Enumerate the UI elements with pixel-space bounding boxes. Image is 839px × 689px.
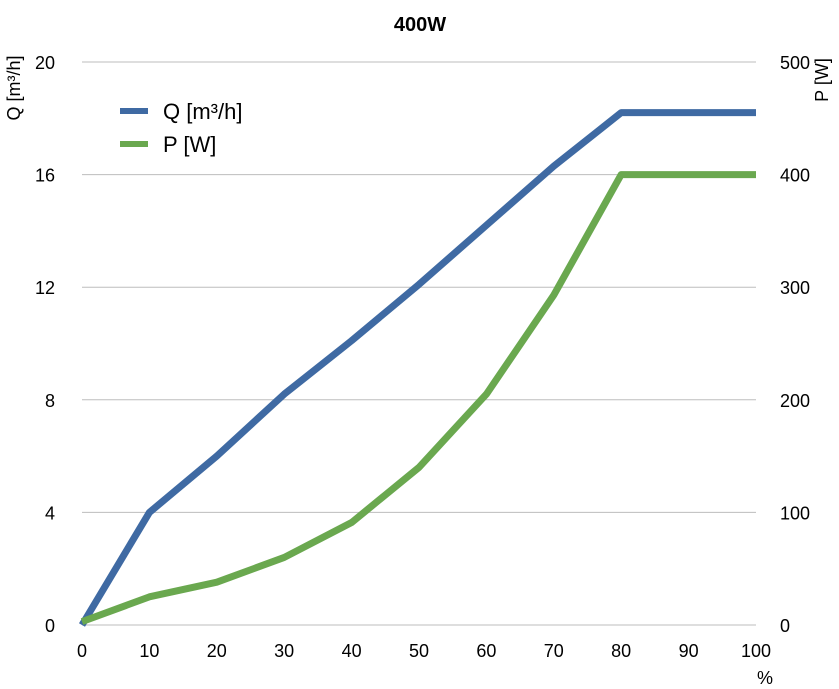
y-right-tick-label-1: 100 (780, 503, 810, 523)
x-tick-label-3: 30 (274, 641, 294, 661)
y-left-axis-label: Q [m³/h] (4, 55, 24, 120)
y-left-tick-label-4: 16 (35, 166, 55, 186)
x-tick-label-5: 50 (409, 641, 429, 661)
x-tick-label-9: 90 (679, 641, 699, 661)
x-tick-label-1: 10 (139, 641, 159, 661)
x-tick-label-2: 20 (207, 641, 227, 661)
y-right-tick-label-3: 300 (780, 278, 810, 298)
x-tick-label-4: 40 (342, 641, 362, 661)
y-left-tick-label-5: 20 (35, 53, 55, 73)
series-line-0 (78, 109, 756, 627)
x-tick-label-10: 100 (741, 641, 771, 661)
legend-label-0: Q [m³/h] (163, 99, 242, 124)
chart-title: 400W (394, 14, 446, 36)
y-left-tick-label-2: 8 (45, 391, 55, 411)
x-tick-label-7: 70 (544, 641, 564, 661)
y-left-tick-label-1: 4 (45, 503, 55, 523)
y-right-axis-label: P [W] (812, 58, 832, 102)
y-right-tick-label-5: 500 (780, 53, 810, 73)
x-tick-label-0: 0 (77, 641, 87, 661)
x-tick-label-8: 80 (611, 641, 631, 661)
y-left-tick-label-0: 0 (45, 616, 55, 636)
y-right-tick-label-0: 0 (780, 616, 790, 636)
y-left-tick-label-3: 12 (35, 278, 55, 298)
series-line-1 (80, 171, 756, 625)
legend-label-1: P [W] (163, 132, 216, 157)
y-right-tick-label-4: 400 (780, 166, 810, 186)
x-axis-label: % (757, 668, 773, 688)
x-tick-label-6: 60 (476, 641, 496, 661)
y-right-tick-label-2: 200 (780, 391, 810, 411)
